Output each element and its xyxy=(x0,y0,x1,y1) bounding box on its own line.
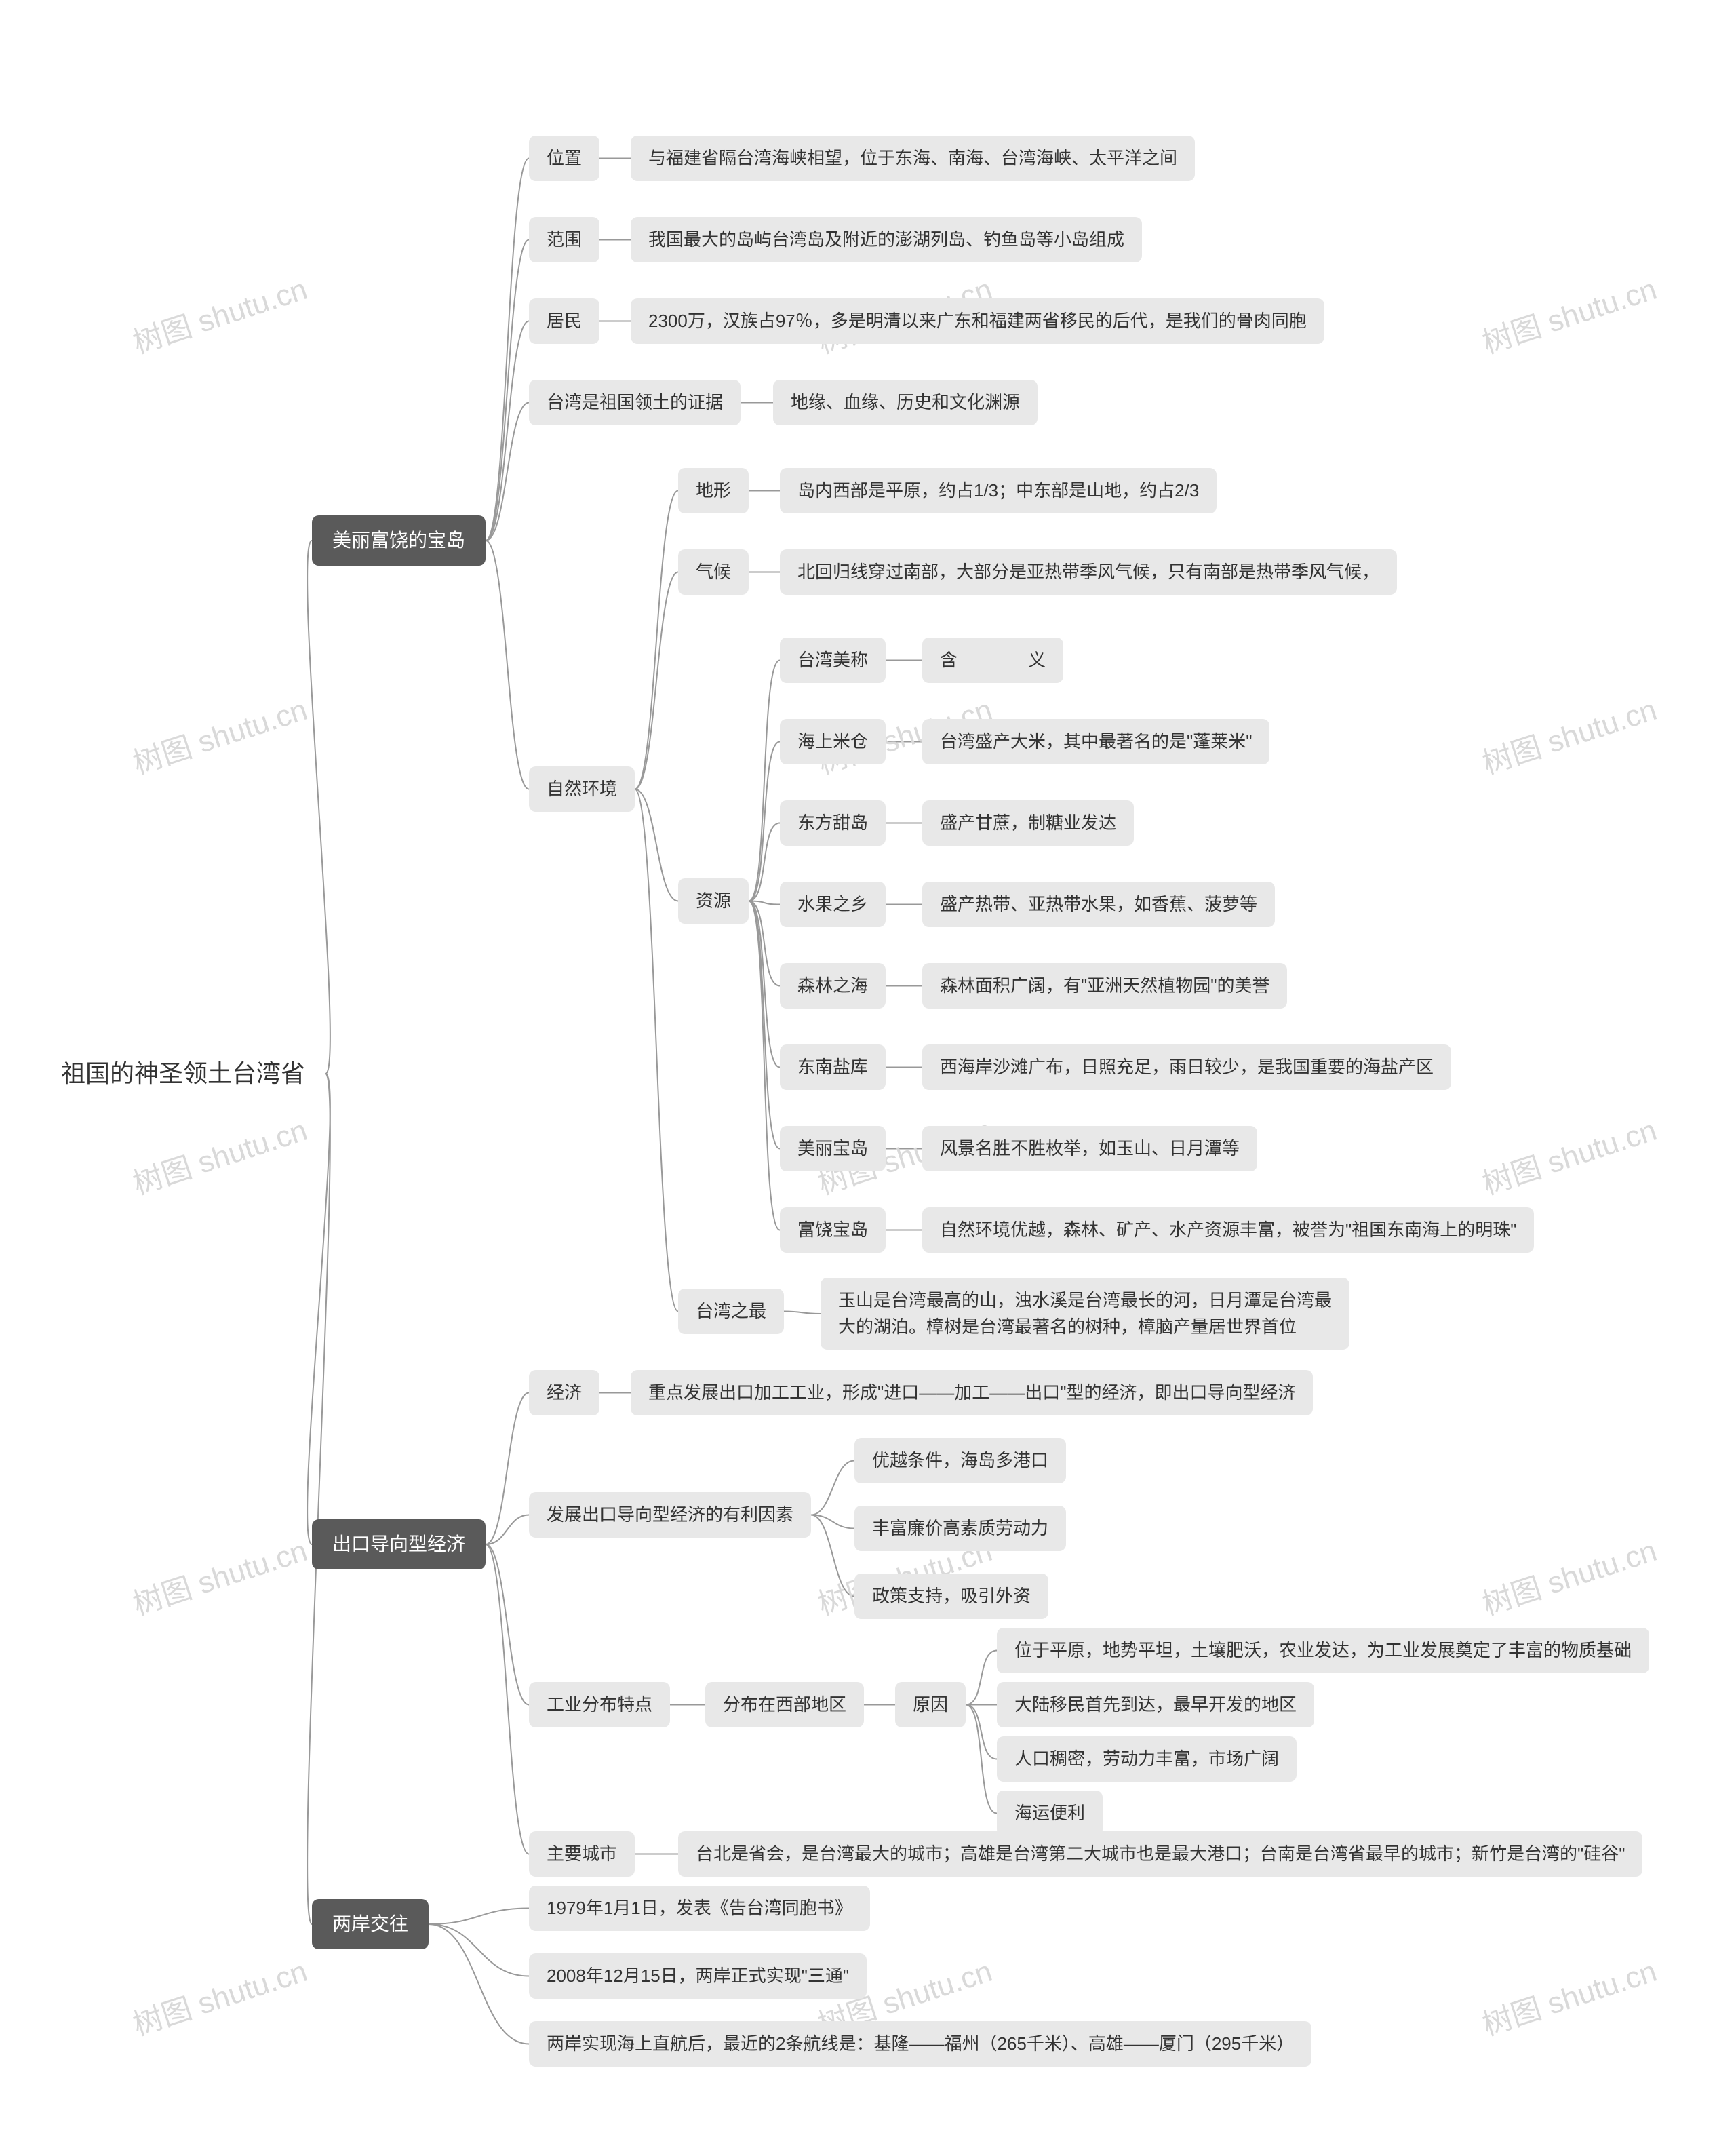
watermark: 树图 shutu.cn xyxy=(1476,685,1661,782)
link xyxy=(749,823,780,901)
link xyxy=(635,789,678,1312)
node-env1v[interactable]: 岛内西部是平原，约占1/3；中东部是山地，约占2/3 xyxy=(780,468,1217,513)
node-res7v[interactable]: 自然环境优越，森林、矿产、水产资源丰富，被誉为"祖国东南海上的明珠" xyxy=(922,1207,1534,1253)
node-b2c1v[interactable]: 重点发展出口加工工业，形成"进口——加工——出口"型的经济，即出口导向型经济 xyxy=(631,1370,1313,1415)
node-why[interactable]: 原因 xyxy=(895,1682,966,1727)
link xyxy=(635,572,678,789)
watermark: 树图 shutu.cn xyxy=(127,1526,312,1623)
node-b2c4v[interactable]: 台北是省会，是台湾最大的城市；高雄是台湾第二大城市也是最大港口；台南是台湾省最早… xyxy=(678,1831,1642,1877)
node-res4[interactable]: 森林之海 xyxy=(780,963,886,1009)
link xyxy=(635,789,678,901)
node-env3[interactable]: 资源 xyxy=(678,878,749,924)
link xyxy=(429,1924,529,2044)
link xyxy=(307,1074,330,1924)
link xyxy=(486,403,529,541)
node-res7[interactable]: 富饶宝岛 xyxy=(780,1207,886,1253)
watermark: 树图 shutu.cn xyxy=(1476,265,1661,362)
node-b3c1[interactable]: 1979年1月1日，发表《告台湾同胞书》 xyxy=(529,1886,870,1931)
link xyxy=(307,1074,330,1544)
link xyxy=(811,1515,854,1529)
link xyxy=(486,1544,529,1705)
node-env4v[interactable]: 玉山是台湾最高的山，浊水溪是台湾最长的河，日月潭是台湾最大的湖泊。樟树是台湾最著… xyxy=(821,1278,1349,1350)
node-env2[interactable]: 气候 xyxy=(678,549,749,595)
node-fac2[interactable]: 丰富廉价高素质劳动力 xyxy=(854,1506,1066,1551)
node-b3c2[interactable]: 2008年12月15日，两岸正式实现"三通" xyxy=(529,1953,867,1999)
link xyxy=(966,1651,997,1705)
link xyxy=(486,541,529,789)
node-root[interactable]: 祖国的神圣领土台湾省 xyxy=(41,1044,326,1103)
node-res2[interactable]: 东方甜岛 xyxy=(780,800,886,846)
link xyxy=(486,1393,529,1545)
watermark: 树图 shutu.cn xyxy=(1476,1106,1661,1203)
mindmap-canvas: 树图 shutu.cn 树图 shutu.cn 树图 shutu.cn 树图 shut… xyxy=(0,0,1736,2129)
link xyxy=(749,901,780,986)
link xyxy=(486,1515,529,1545)
node-b1c1[interactable]: 位置 xyxy=(529,136,599,181)
node-res0v[interactable]: 含 义 xyxy=(922,638,1063,683)
link xyxy=(749,901,780,1068)
node-fac3[interactable]: 政策支持，吸引外资 xyxy=(854,1574,1048,1619)
link xyxy=(429,1924,529,1976)
node-b2c3[interactable]: 工业分布特点 xyxy=(529,1682,670,1727)
node-b1c5[interactable]: 自然环境 xyxy=(529,766,635,812)
node-res0[interactable]: 台湾美称 xyxy=(780,638,886,683)
node-res6v[interactable]: 风景名胜不胜枚举，如玉山、日月潭等 xyxy=(922,1126,1257,1171)
link xyxy=(635,491,678,789)
watermark: 树图 shutu.cn xyxy=(1476,1947,1661,2044)
node-res3[interactable]: 水果之乡 xyxy=(780,882,886,927)
node-env1[interactable]: 地形 xyxy=(678,468,749,513)
link xyxy=(749,742,780,901)
node-why4[interactable]: 海运便利 xyxy=(997,1791,1103,1836)
node-b1c3[interactable]: 居民 xyxy=(529,298,599,344)
node-res6[interactable]: 美丽宝岛 xyxy=(780,1126,886,1171)
link xyxy=(811,1461,854,1515)
watermark: 树图 shutu.cn xyxy=(127,1947,312,2044)
link xyxy=(749,661,780,901)
node-b3c3[interactable]: 两岸实现海上直航后，最近的2条航线是：基隆——福州（265千米）、高雄——厦门（… xyxy=(529,2021,1311,2067)
link xyxy=(966,1705,997,1759)
node-b3[interactable]: 两岸交往 xyxy=(312,1899,429,1949)
node-res4v[interactable]: 森林面积广阔，有"亚洲天然植物园"的美誉 xyxy=(922,963,1287,1009)
node-b1c2v[interactable]: 我国最大的岛屿台湾岛及附近的澎湖列岛、钓鱼岛等小岛组成 xyxy=(631,217,1142,262)
link xyxy=(749,901,780,1149)
node-env2v[interactable]: 北回归线穿过南部，大部分是亚热带季风气候，只有南部是热带季风气候， xyxy=(780,549,1397,595)
node-b1c4[interactable]: 台湾是祖国领土的证据 xyxy=(529,380,741,425)
link xyxy=(784,1312,821,1314)
node-env4[interactable]: 台湾之最 xyxy=(678,1289,784,1334)
node-why1[interactable]: 位于平原，地势平坦，土壤肥沃，农业发达，为工业发展奠定了丰富的物质基础 xyxy=(997,1628,1649,1673)
watermark: 树图 shutu.cn xyxy=(127,265,312,362)
watermark: 树图 shutu.cn xyxy=(1476,1526,1661,1623)
link xyxy=(486,321,529,541)
node-b2c4[interactable]: 主要城市 xyxy=(529,1831,635,1877)
node-b1[interactable]: 美丽富饶的宝岛 xyxy=(312,515,486,566)
node-res5v[interactable]: 西海岸沙滩广布，日照充足，雨日较少，是我国重要的海盐产区 xyxy=(922,1044,1451,1090)
node-b1c1v[interactable]: 与福建省隔台湾海峡相望，位于东海、南海、台湾海峡、太平洋之间 xyxy=(631,136,1195,181)
node-res1v[interactable]: 台湾盛产大米，其中最著名的是"蓬莱米" xyxy=(922,719,1269,764)
node-res3v[interactable]: 盛产热带、亚热带水果，如香蕉、菠萝等 xyxy=(922,882,1275,927)
watermark: 树图 shutu.cn xyxy=(127,1106,312,1203)
node-why3[interactable]: 人口稠密，劳动力丰富，市场广阔 xyxy=(997,1736,1297,1782)
node-b2c1[interactable]: 经济 xyxy=(529,1370,599,1415)
node-res5[interactable]: 东南盐库 xyxy=(780,1044,886,1090)
node-res1[interactable]: 海上米仓 xyxy=(780,719,886,764)
node-b2c3v[interactable]: 分布在西部地区 xyxy=(705,1682,864,1727)
link xyxy=(429,1909,529,1925)
link xyxy=(486,159,529,541)
node-b2c2[interactable]: 发展出口导向型经济的有利因素 xyxy=(529,1492,811,1538)
link xyxy=(307,541,330,1074)
node-b1c3v[interactable]: 2300万，汉族占97％，多是明清以来广东和福建两省移民的后代，是我们的骨肉同胞 xyxy=(631,298,1324,344)
node-b1c2[interactable]: 范围 xyxy=(529,217,599,262)
link xyxy=(486,240,529,541)
link xyxy=(811,1515,854,1597)
node-res2v[interactable]: 盛产甘蔗，制糖业发达 xyxy=(922,800,1134,846)
link xyxy=(966,1705,997,1814)
node-why2[interactable]: 大陆移民首先到达，最早开发的地区 xyxy=(997,1682,1314,1727)
watermark: 树图 shutu.cn xyxy=(127,685,312,782)
node-fac1[interactable]: 优越条件，海岛多港口 xyxy=(854,1438,1066,1483)
node-b2[interactable]: 出口导向型经济 xyxy=(312,1519,486,1569)
link xyxy=(486,1544,529,1854)
link xyxy=(749,901,780,905)
node-b1c4v[interactable]: 地缘、血缘、历史和文化渊源 xyxy=(773,380,1038,425)
link xyxy=(749,901,780,1230)
